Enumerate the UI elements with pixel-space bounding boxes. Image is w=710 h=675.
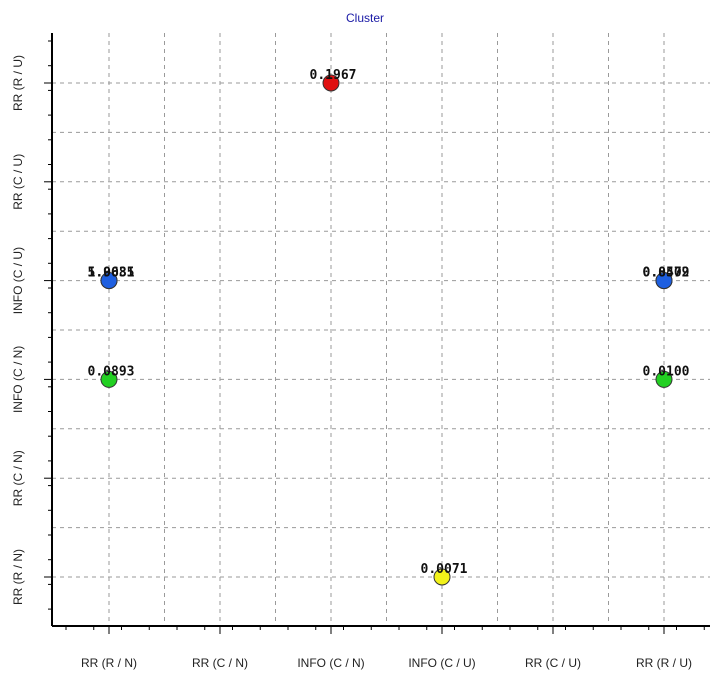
data-label: 5.9681 [88, 266, 135, 281]
y-tick-label: RR (C / N) [11, 450, 25, 506]
data-label: 0.8572 [643, 266, 690, 281]
chart-title: Cluster [346, 11, 384, 25]
data-point [655, 272, 673, 290]
data-label: 0.0893 [88, 364, 135, 379]
y-tick-label: RR (R / U) [11, 55, 25, 111]
data-label: 0.0071 [421, 562, 468, 577]
data-label: 1.0035 [88, 266, 135, 281]
x-tick-label: RR (R / N) [81, 656, 137, 670]
x-tick-label: RR (R / U) [636, 656, 692, 670]
x-tick-label: RR (C / N) [192, 656, 248, 670]
y-tick-label: RR (R / N) [11, 549, 25, 605]
y-tick-label: INFO (C / N) [11, 346, 25, 413]
y-tick-label: RR (C / U) [11, 154, 25, 210]
data-label: 0.0100 [643, 364, 690, 379]
data-point [655, 370, 673, 388]
x-tick-label: INFO (C / N) [297, 656, 364, 670]
x-tick-label: RR (C / U) [525, 656, 581, 670]
data-point [322, 74, 340, 92]
x-tick-label: INFO (C / U) [408, 656, 475, 670]
data-point [100, 272, 118, 290]
data-point [100, 370, 118, 388]
data-label: 0.1967 [310, 68, 357, 83]
y-tick-label: INFO (C / U) [11, 247, 25, 314]
data-point [433, 568, 451, 586]
data-label: 0.0409 [643, 266, 690, 281]
